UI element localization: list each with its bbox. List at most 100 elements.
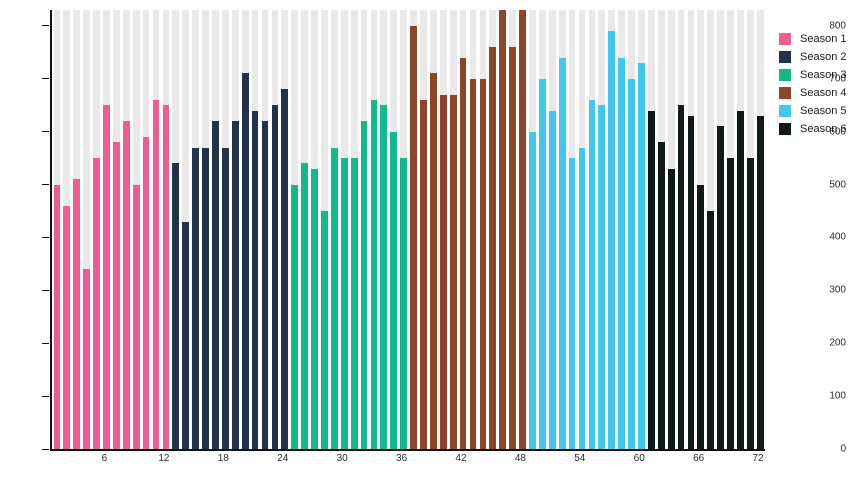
bar-episode-14[interactable] <box>182 221 190 449</box>
bar-episode-43[interactable] <box>469 78 477 449</box>
bar-episode-41[interactable] <box>449 94 457 449</box>
bar-episode-52[interactable] <box>558 57 566 449</box>
bar-episode-40[interactable] <box>439 94 447 449</box>
bar-episode-55[interactable] <box>588 99 596 449</box>
bar-episode-31[interactable] <box>350 158 358 449</box>
bar-episode-25[interactable] <box>291 184 299 449</box>
bar-episode-66[interactable] <box>697 184 705 449</box>
bar-episode-7[interactable] <box>113 142 120 449</box>
bar-slot-58 <box>617 10 627 449</box>
legend-item-season-5[interactable]: Season 5 <box>779 102 846 120</box>
bar-episode-33[interactable] <box>370 99 378 449</box>
bar-episode-39[interactable] <box>430 73 437 449</box>
bar-episode-50[interactable] <box>538 78 546 449</box>
bar-episode-57[interactable] <box>608 31 616 449</box>
plot-area <box>50 10 765 451</box>
bar-episode-16[interactable] <box>202 147 209 449</box>
y-tick-mark <box>42 131 49 133</box>
bar-episode-37[interactable] <box>410 25 417 449</box>
bar-episode-8[interactable] <box>122 121 130 449</box>
bar-slot-19 <box>230 10 240 449</box>
bar-episode-15[interactable] <box>192 147 199 449</box>
bar-episode-17[interactable] <box>212 121 219 449</box>
legend-swatch <box>779 51 791 63</box>
x-tick-label: 54 <box>574 453 586 464</box>
bar-episode-69[interactable] <box>727 158 734 449</box>
bar-slot-6 <box>102 10 112 449</box>
bar-episode-44[interactable] <box>479 78 487 449</box>
bar-episode-28[interactable] <box>321 211 328 449</box>
legend-item-season-1[interactable]: Season 1 <box>779 30 846 48</box>
bar-slot-60 <box>636 10 646 449</box>
bar-episode-26[interactable] <box>301 163 308 449</box>
bar-episode-30[interactable] <box>340 158 348 449</box>
bar-episode-42[interactable] <box>459 57 467 449</box>
bar-episode-53[interactable] <box>568 158 576 449</box>
bar-slot-29 <box>329 10 339 449</box>
bar-episode-68[interactable] <box>717 126 725 449</box>
bar-episode-36[interactable] <box>400 158 408 449</box>
bar-slot-41 <box>448 10 458 449</box>
bar-episode-48[interactable] <box>519 10 526 449</box>
bar-episode-38[interactable] <box>420 99 427 449</box>
y-tick-mark <box>42 448 49 450</box>
bar-episode-58[interactable] <box>618 57 625 449</box>
legend-item-season-6[interactable]: Season 6 <box>779 120 846 138</box>
bar-episode-32[interactable] <box>360 121 368 449</box>
bar-episode-67[interactable] <box>707 211 715 449</box>
x-tick-label: 66 <box>693 453 705 464</box>
bar-episode-19[interactable] <box>231 121 239 449</box>
bar-episode-54[interactable] <box>578 147 586 449</box>
bar-episode-1[interactable] <box>53 184 61 449</box>
bar-episode-27[interactable] <box>311 168 318 449</box>
bar-episode-49[interactable] <box>529 131 536 449</box>
legend-swatch <box>779 69 791 81</box>
bar-episode-18[interactable] <box>221 147 229 449</box>
bar-slot-23 <box>270 10 280 449</box>
bar-episode-29[interactable] <box>330 147 338 449</box>
bar-episode-10[interactable] <box>142 136 150 449</box>
bar-episode-12[interactable] <box>162 105 170 449</box>
legend-item-season-4[interactable]: Season 4 <box>779 84 846 102</box>
bar-episode-62[interactable] <box>657 142 665 449</box>
bar-episode-2[interactable] <box>63 205 71 449</box>
bar-episode-56[interactable] <box>598 105 606 449</box>
bar-episode-72[interactable] <box>756 115 764 449</box>
bar-slot-66 <box>696 10 706 449</box>
bar-episode-20[interactable] <box>241 73 249 449</box>
bar-episode-47[interactable] <box>509 47 516 449</box>
bar-episode-4[interactable] <box>83 269 91 449</box>
bar-episode-46[interactable] <box>499 10 507 449</box>
legend-swatch <box>779 105 791 117</box>
bar-episode-35[interactable] <box>390 131 398 449</box>
bar-episode-71[interactable] <box>747 158 754 449</box>
bar-episode-5[interactable] <box>93 158 100 449</box>
bar-episode-11[interactable] <box>152 99 160 449</box>
bar-episode-13[interactable] <box>172 163 180 449</box>
legend-item-season-2[interactable]: Season 2 <box>779 48 846 66</box>
bar-episode-70[interactable] <box>737 110 744 449</box>
legend-label: Season 2 <box>800 51 847 63</box>
bar-episode-59[interactable] <box>628 78 635 449</box>
bar-slot-34 <box>379 10 389 449</box>
y-tick-label: 800 <box>829 20 846 32</box>
bar-episode-24[interactable] <box>281 89 289 449</box>
bar-episode-23[interactable] <box>271 105 279 449</box>
bar-episode-51[interactable] <box>548 110 556 449</box>
bar-episode-63[interactable] <box>667 168 675 449</box>
bar-episode-9[interactable] <box>132 184 140 449</box>
bar-slot-36 <box>399 10 409 449</box>
bar-episode-45[interactable] <box>489 47 497 449</box>
legend-item-season-3[interactable]: Season 3 <box>779 66 846 84</box>
bar-episode-34[interactable] <box>380 105 388 449</box>
bar-episode-3[interactable] <box>73 179 81 449</box>
bar-episode-60[interactable] <box>638 62 645 449</box>
bar-episode-65[interactable] <box>687 115 695 449</box>
y-tick-label: 500 <box>829 179 846 191</box>
bar-episode-61[interactable] <box>647 110 655 449</box>
bar-episode-22[interactable] <box>261 121 269 449</box>
bar-episode-64[interactable] <box>677 105 685 449</box>
bar-episode-6[interactable] <box>103 105 110 449</box>
bar-episode-21[interactable] <box>251 110 259 449</box>
